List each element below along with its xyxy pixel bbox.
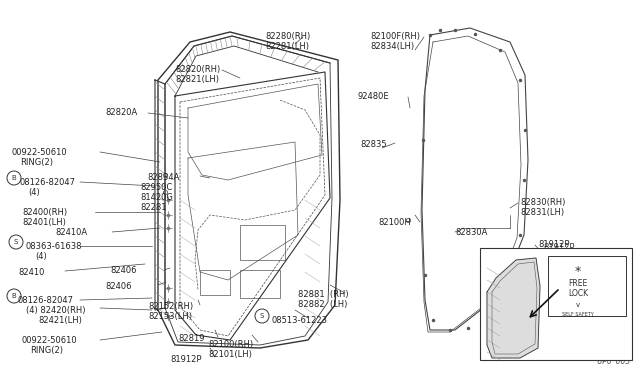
- Text: 82400(RH): 82400(RH): [22, 208, 67, 217]
- Text: 82153(LH): 82153(LH): [148, 312, 192, 321]
- Text: 82882  (LH): 82882 (LH): [298, 300, 348, 309]
- Text: 08513-61223: 08513-61223: [272, 316, 328, 325]
- Text: 82881  (RH): 82881 (RH): [298, 290, 349, 299]
- Text: *: *: [575, 266, 581, 279]
- Text: SELF SAFETY: SELF SAFETY: [562, 311, 594, 317]
- Text: (4) 82420(RH): (4) 82420(RH): [26, 306, 86, 315]
- Bar: [548, 256, 626, 316]
- Text: 81912P: 81912P: [538, 240, 570, 249]
- Text: 82421(LH): 82421(LH): [38, 316, 82, 325]
- Text: 00922-50610: 00922-50610: [12, 148, 68, 157]
- Text: 00922-50610: 00922-50610: [22, 336, 77, 345]
- Text: (4): (4): [28, 188, 40, 197]
- Text: 08363-61638: 08363-61638: [25, 242, 81, 251]
- Text: 82410: 82410: [18, 268, 44, 277]
- Text: 82834(LH): 82834(LH): [370, 42, 414, 51]
- Text: 08126-82047: 08126-82047: [18, 296, 74, 305]
- Text: ^8P0*003: ^8P0*003: [591, 357, 630, 366]
- Text: 82100H: 82100H: [378, 218, 411, 227]
- Text: 82406: 82406: [105, 282, 131, 291]
- Text: 82834A: 82834A: [147, 173, 179, 182]
- Text: 82950C: 82950C: [140, 183, 172, 192]
- Text: FREE: FREE: [568, 279, 588, 289]
- Bar: [200, 270, 230, 295]
- Polygon shape: [487, 258, 540, 358]
- Bar: [240, 225, 285, 260]
- Text: 82100F(RH): 82100F(RH): [370, 32, 420, 41]
- Text: 82280(RH): 82280(RH): [265, 32, 310, 41]
- Text: 82830A: 82830A: [455, 228, 488, 237]
- Text: B: B: [12, 293, 17, 299]
- Text: RING(2): RING(2): [20, 158, 53, 167]
- Text: B: B: [12, 175, 17, 181]
- Text: 82835: 82835: [360, 140, 387, 149]
- Text: 82830(RH): 82830(RH): [520, 198, 565, 207]
- Text: 82821(LH): 82821(LH): [175, 75, 219, 84]
- Text: 92480E: 92480E: [358, 92, 390, 101]
- Text: (4): (4): [35, 252, 47, 261]
- Text: 81420G: 81420G: [140, 193, 173, 202]
- Bar: [240, 270, 280, 298]
- Text: 82281(LH): 82281(LH): [265, 42, 309, 51]
- Text: 82410A: 82410A: [55, 228, 87, 237]
- Text: 82820A: 82820A: [105, 108, 137, 117]
- Text: LOCK: LOCK: [568, 289, 588, 298]
- Text: 81912P: 81912P: [543, 243, 575, 251]
- Text: v: v: [576, 302, 580, 308]
- Text: 82100(RH): 82100(RH): [208, 340, 253, 349]
- Text: 82819: 82819: [178, 334, 205, 343]
- Text: 82152(RH): 82152(RH): [148, 302, 193, 311]
- Text: 82406: 82406: [110, 266, 136, 275]
- Text: 81912P: 81912P: [170, 355, 202, 364]
- Text: 08126-82047: 08126-82047: [20, 178, 76, 187]
- Text: 82281: 82281: [140, 203, 166, 212]
- Text: 82401(LH): 82401(LH): [22, 218, 66, 227]
- Text: S: S: [14, 239, 18, 245]
- Text: S: S: [260, 313, 264, 319]
- Text: 82820(RH): 82820(RH): [175, 65, 220, 74]
- Text: RING(2): RING(2): [30, 346, 63, 355]
- Text: 82831(LH): 82831(LH): [520, 208, 564, 217]
- Bar: [480, 248, 632, 360]
- Text: 82101(LH): 82101(LH): [208, 350, 252, 359]
